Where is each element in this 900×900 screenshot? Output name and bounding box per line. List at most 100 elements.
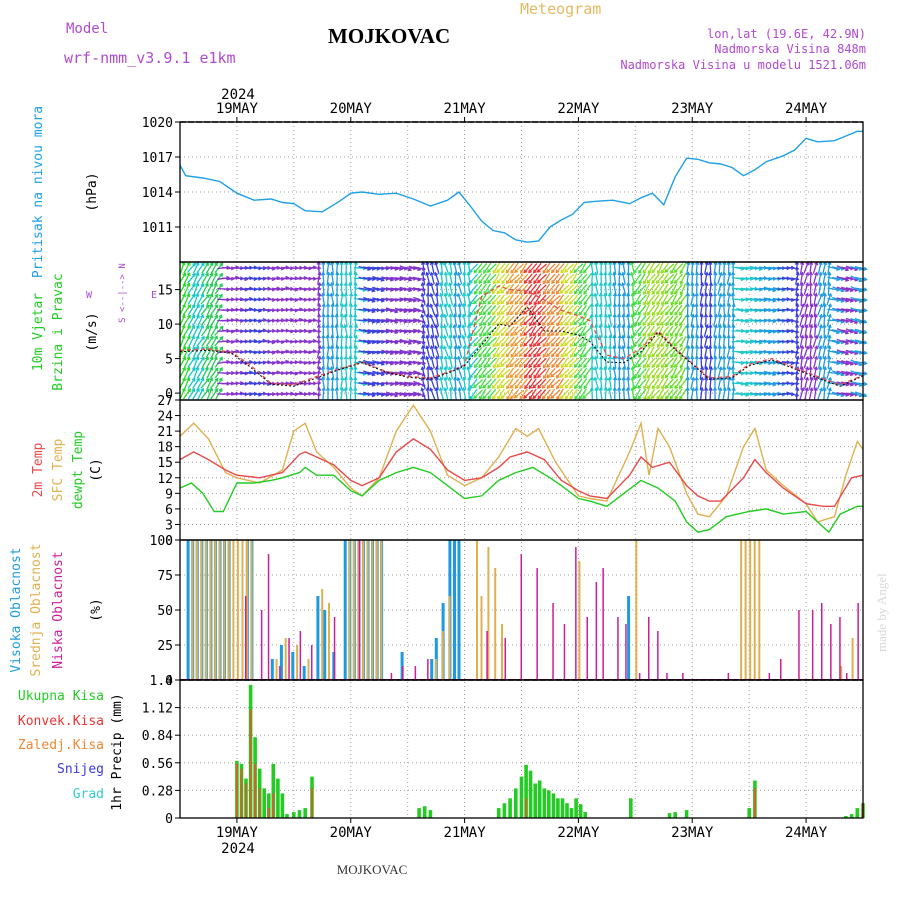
wind-arrow — [590, 345, 594, 359]
wind-arrow — [564, 263, 575, 273]
wind-arrow-head — [434, 303, 439, 308]
wind-arrow-head — [430, 324, 435, 329]
wind-arrow — [565, 304, 574, 316]
wind-arrow — [786, 318, 799, 323]
wind-arrow — [708, 356, 713, 369]
wind-arrow — [599, 324, 603, 338]
wind-arrow-head — [695, 324, 700, 329]
wind-arrow — [808, 304, 813, 316]
wind-arrow-head — [492, 364, 497, 369]
wind-arrow-head — [473, 342, 478, 347]
wind-arrow-head — [339, 344, 344, 349]
wind-arrow — [492, 325, 501, 337]
wind-arrow-head — [633, 280, 638, 285]
precip-conv-bar — [267, 808, 270, 818]
wind-arrow-head — [583, 301, 588, 306]
wind-arrow — [487, 388, 497, 400]
wind-arrow — [529, 388, 537, 400]
wind-arrow-head — [621, 313, 626, 318]
wind-arrow — [430, 335, 435, 348]
wind-arrow-head — [713, 281, 718, 286]
wind-arrow — [205, 336, 214, 347]
wind-arrow — [200, 315, 210, 326]
wind-arrow — [578, 294, 588, 305]
wind-arrow-head — [209, 272, 214, 277]
wind-arrow — [344, 377, 348, 390]
wind-arrow — [583, 367, 592, 379]
wind-arrow — [487, 347, 497, 357]
wind-arrow-head — [334, 323, 339, 329]
wind-arrow — [317, 356, 321, 369]
precip-total-bar — [524, 764, 528, 818]
wind-arrow-head — [473, 395, 478, 399]
wind-arrow-head — [617, 302, 622, 307]
wind-arrow — [813, 356, 818, 369]
precip-total-bar — [514, 788, 518, 818]
cloud-low-bar — [830, 624, 832, 680]
wind-arrow-head — [704, 376, 709, 381]
wind-arrow-head — [343, 376, 348, 381]
wind-arrow — [330, 366, 335, 380]
wind-arrow — [845, 287, 858, 291]
cloud-low-bar — [390, 673, 393, 680]
wind-arrow — [638, 262, 646, 274]
wind-arrow-head — [603, 344, 608, 349]
wind-arrow — [622, 314, 626, 327]
wind-arrow — [444, 282, 448, 296]
wind-arrow-head — [325, 334, 330, 339]
wind-arrow — [362, 350, 375, 354]
wind-arrow — [660, 325, 670, 337]
wind-arrow — [500, 358, 511, 367]
wind-arrow-head — [704, 344, 709, 350]
wind-arrow-head — [718, 366, 723, 371]
wind-arrow-head — [643, 291, 647, 296]
wind-arrow-head — [519, 332, 524, 337]
wind-arrow — [550, 389, 561, 399]
wind-arrow — [533, 326, 542, 336]
cloud-mid-bar — [371, 540, 374, 680]
wind-arrow — [574, 294, 583, 305]
wind-arrow — [704, 387, 707, 401]
wind-arrow — [656, 378, 665, 389]
precip-total-bar — [565, 803, 569, 818]
wind-arrow-head — [469, 374, 473, 379]
wind-arrow — [394, 381, 407, 386]
wind-arrow-head — [679, 354, 684, 359]
wind-arrow — [431, 325, 435, 337]
wind-arrow — [496, 263, 506, 273]
wind-arrow-head — [721, 365, 727, 370]
wind-arrow-head — [321, 271, 326, 276]
x-day-label-top: 21MAY — [444, 101, 487, 117]
wind-arrow-head — [439, 334, 444, 339]
wind-arrow-head — [448, 282, 453, 287]
wind-arrow-head — [642, 322, 647, 327]
wind-arrow-head — [679, 311, 683, 316]
wind-arrow-head — [626, 344, 631, 349]
cloud-mid-bar — [296, 645, 299, 680]
wind-arrow-head — [822, 366, 827, 371]
wind-arrow — [448, 377, 454, 390]
wind-arrow-head — [542, 291, 547, 296]
wind-arrow — [381, 287, 394, 291]
wind-arrow — [408, 308, 421, 312]
wind-arrow-head — [556, 311, 560, 316]
wind-arrow-head — [214, 293, 219, 298]
cloud-low-bar — [536, 568, 538, 680]
wind-arrow — [647, 262, 655, 274]
wind-arrow-head — [564, 300, 569, 305]
wind-arrow-head — [669, 332, 674, 337]
cloud-mid-bar — [758, 540, 761, 680]
wind-arrow — [492, 356, 500, 369]
wind-arrow-head — [542, 269, 547, 274]
wind-arrow — [634, 377, 642, 390]
wind-arrow — [426, 324, 430, 338]
wind-arrow — [726, 346, 731, 358]
wind-arrow-head — [542, 354, 547, 358]
wind-arrow-head — [626, 292, 631, 297]
wind-arrow-head — [510, 353, 515, 358]
wind-arrow-head — [713, 365, 718, 370]
temp-label-sfc: SFC Temp — [51, 439, 66, 502]
wind-arrow — [413, 266, 426, 270]
wind-arrow — [646, 283, 656, 295]
wind-arrow-head — [483, 269, 487, 274]
